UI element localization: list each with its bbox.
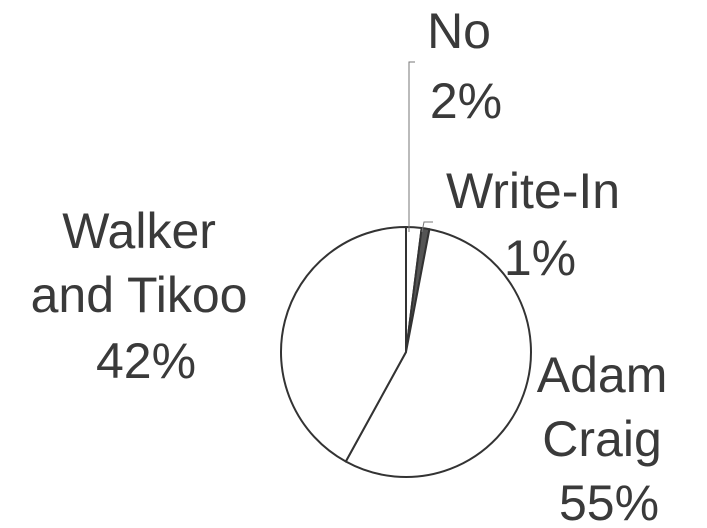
- label-adam-craig-percent: 55%: [559, 475, 659, 528]
- label-walker-line1: Walker: [62, 203, 216, 259]
- label-adam-craig-line2: Craig: [542, 411, 661, 467]
- label-walker-line2: and Tikoo: [31, 267, 248, 323]
- label-walker-percent: 42%: [96, 333, 196, 389]
- pie-slices: [280, 226, 532, 478]
- leader-line-no: [408, 61, 415, 232]
- label-write-in-name: Write-In: [446, 163, 620, 219]
- label-write-in-percent: 1%: [504, 230, 576, 286]
- label-no: No 2%: [427, 3, 505, 129]
- label-adam-craig-line1: Adam: [537, 347, 668, 403]
- label-adam-craig: Adam Craig 55%: [537, 347, 682, 528]
- label-no-percent: 2%: [430, 73, 502, 129]
- label-no-name: No: [427, 3, 491, 59]
- label-walker-and-tikoo: Walker and Tikoo 42%: [31, 203, 262, 389]
- pie-slice-walker-and-tikoo: [280, 226, 407, 463]
- leader-line-write-in: [421, 221, 433, 233]
- label-write-in: Write-In 1%: [446, 163, 634, 286]
- pie-slice-adam-craig: [344, 228, 532, 478]
